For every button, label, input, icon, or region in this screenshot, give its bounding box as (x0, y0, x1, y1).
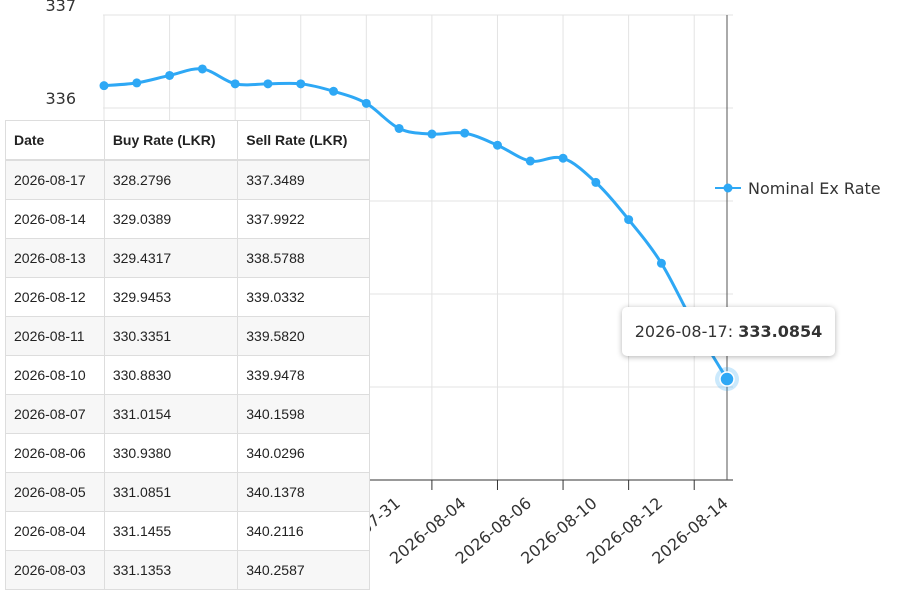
table-cell: 2026-08-11 (5, 316, 105, 356)
table-cell: 339.5820 (237, 316, 370, 356)
point (427, 129, 437, 139)
table-row: 2026-08-12 329.9453 339.0332 (5, 277, 370, 317)
table-cell: 2026-08-14 (5, 199, 105, 239)
table-cell: 2026-08-12 (5, 277, 105, 317)
table-cell: 2026-08-10 (5, 355, 105, 395)
table-cell: 331.1455 (103, 511, 239, 551)
point (165, 70, 175, 80)
table-row: 2026-08-03 331.1353 340.2587 (5, 550, 370, 590)
point (99, 81, 109, 91)
table-cell: 331.1353 (103, 550, 239, 590)
point (719, 371, 735, 387)
table-cell: 329.9453 (103, 277, 239, 317)
column-header: Date (5, 120, 105, 161)
table-row: 2026-08-11 330.3351 339.5820 (5, 316, 370, 356)
table-cell: 340.1378 (237, 472, 370, 512)
table-cell: 2026-08-04 (5, 511, 105, 551)
table-row: 2026-08-04 331.1455 340.2116 (5, 511, 370, 551)
table-cell: 337.3489 (237, 159, 370, 200)
table-cell: 2026-08-05 (5, 472, 105, 512)
table-cell: 339.0332 (237, 277, 370, 317)
table-row: 2026-08-10 330.8830 339.9478 (5, 355, 370, 395)
tooltip-value: 333.0854 (738, 322, 823, 341)
point (329, 86, 339, 96)
point (263, 79, 273, 89)
point (656, 258, 666, 268)
table-cell: 2026-08-17 (5, 159, 105, 200)
table-cell: 331.0851 (103, 472, 239, 512)
tooltip-label: 2026-08-17 (634, 322, 728, 341)
point (132, 78, 142, 88)
table-cell: 328.2796 (103, 159, 239, 200)
table-row: 2026-08-06 330.9380 340.0296 (5, 433, 370, 473)
table-cell: 340.1598 (237, 394, 370, 434)
rates-table: Date Buy Rate (LKR) Sell Rate (LKR) 2026-08… (5, 120, 370, 590)
table-cell: 330.3351 (103, 316, 239, 356)
point (460, 128, 470, 138)
table-row: 2026-08-07 331.0154 340.1598 (5, 394, 370, 434)
table-row: 2026-08-05 331.0851 340.1378 (5, 472, 370, 512)
tooltip-sep: : (727, 322, 739, 341)
table-row: 2026-08-17 328.2796 337.3489 (5, 159, 370, 200)
table-cell: 2026-08-07 (5, 394, 105, 434)
point (361, 98, 371, 108)
point (492, 140, 502, 150)
point (230, 79, 240, 89)
table-cell: 337.9922 (237, 199, 370, 239)
column-header: Buy Rate (LKR) (103, 120, 239, 161)
table-cell: 340.2587 (237, 550, 370, 590)
column-header: Sell Rate (LKR) (237, 120, 370, 161)
table-cell: 2026-08-03 (5, 550, 105, 590)
table-cell: 338.5788 (237, 238, 370, 278)
table-cell: 2026-08-06 (5, 433, 105, 473)
table-row: 2026-08-14 329.0389 337.9922 (5, 199, 370, 239)
point (558, 153, 568, 163)
point (591, 177, 601, 187)
table-cell: 330.8830 (103, 355, 239, 395)
table-cell: 339.9478 (237, 355, 370, 395)
table-cell: 329.4317 (103, 238, 239, 278)
legend-marker (723, 183, 733, 193)
point (525, 156, 535, 166)
tooltip: 2026-08-17: 333.0854 (622, 307, 835, 356)
point (296, 79, 306, 89)
table-cell: 329.0389 (103, 199, 239, 239)
table-cell: 331.0154 (103, 394, 239, 434)
table-cell: 340.2116 (237, 511, 370, 551)
point (197, 64, 207, 74)
y-tick-label: 337 (45, 0, 76, 15)
table-row: 2026-08-13 329.4317 338.5788 (5, 238, 370, 278)
table-cell: 340.0296 (237, 433, 370, 473)
point (624, 215, 634, 225)
table-cell: 330.9380 (103, 433, 239, 473)
point (394, 123, 404, 133)
table-cell: 2026-08-13 (5, 238, 105, 278)
legend-label: Nominal Ex Rate (748, 179, 881, 198)
y-tick-label: 336 (45, 89, 76, 108)
